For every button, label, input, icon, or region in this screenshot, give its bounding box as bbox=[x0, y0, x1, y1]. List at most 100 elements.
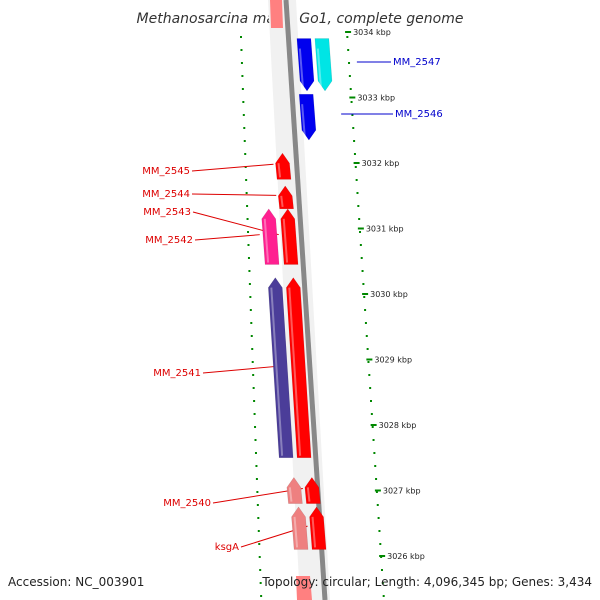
gene-label-MM_2540[interactable]: MM_2540 bbox=[163, 488, 303, 510]
gene-highlight bbox=[277, 163, 282, 178]
gene-highlight bbox=[280, 195, 284, 207]
left-rail-dot bbox=[259, 582, 262, 584]
scale-tick-3030: 3030 kbp bbox=[362, 290, 408, 299]
right-rail-dot bbox=[364, 309, 367, 311]
gene-MM_2541[interactable] bbox=[286, 277, 312, 458]
gene-MM_2547b[interactable] bbox=[296, 38, 315, 92]
left-rail-dot bbox=[248, 283, 251, 285]
gene-label-MM_2542[interactable]: MM_2542 bbox=[145, 234, 260, 246]
gene-arrow[interactable] bbox=[277, 185, 294, 210]
gene-label-text[interactable]: MM_2545 bbox=[142, 166, 190, 177]
top-gene-fragment bbox=[270, 0, 283, 28]
left-rail-dot bbox=[256, 491, 259, 493]
gene-arrow[interactable] bbox=[314, 38, 333, 92]
right-rail-dot bbox=[378, 530, 381, 532]
gene-arrow[interactable] bbox=[309, 506, 327, 550]
left-rail-dot bbox=[243, 127, 246, 129]
gene-MM_2540b[interactable] bbox=[286, 476, 303, 504]
right-rail-dot bbox=[372, 439, 375, 441]
gene-label-text[interactable]: MM_2542 bbox=[145, 235, 193, 246]
left-rail-dot bbox=[249, 296, 252, 298]
map-title: Methanosarcina mazei Go1, complete genom… bbox=[137, 11, 464, 27]
gene-MM_2544[interactable] bbox=[277, 185, 294, 210]
left-rail-dot bbox=[252, 387, 255, 389]
gene-arrow[interactable] bbox=[296, 38, 315, 92]
gene-MM_2543[interactable] bbox=[280, 208, 299, 265]
gene-MM_2542[interactable] bbox=[261, 208, 280, 265]
gene-ksgAb[interactable] bbox=[291, 506, 309, 550]
gene-arrow[interactable] bbox=[275, 152, 292, 180]
left-rail-dot bbox=[251, 348, 254, 350]
left-rail-dot bbox=[260, 595, 263, 597]
left-rail-dot bbox=[250, 335, 253, 337]
gene-label-text[interactable]: MM_2546 bbox=[395, 109, 443, 120]
gene-label-MM_2545[interactable]: MM_2545 bbox=[142, 163, 274, 177]
gene-label-text[interactable]: MM_2541 bbox=[153, 368, 201, 379]
right-rail-dot bbox=[368, 374, 371, 376]
gene-highlight bbox=[293, 516, 299, 548]
left-rail-dot bbox=[243, 140, 246, 142]
gene-arrow[interactable] bbox=[304, 476, 321, 504]
gene-MM_2541b[interactable] bbox=[268, 277, 294, 458]
gene-arrow[interactable] bbox=[280, 208, 299, 265]
gene-highlight bbox=[288, 487, 293, 502]
gene-label-MM_2544[interactable]: MM_2544 bbox=[142, 189, 277, 200]
tick-label: 3026 kbp bbox=[387, 552, 425, 561]
right-rail-dot bbox=[373, 452, 376, 454]
gene-label-MM_2546[interactable]: MM_2546 bbox=[341, 109, 443, 120]
left-rail-dot bbox=[245, 192, 248, 194]
tick-label: 3032 kbp bbox=[362, 159, 400, 168]
gene-MM_2545[interactable] bbox=[275, 152, 292, 180]
gene-MM_2546[interactable] bbox=[298, 93, 317, 141]
gene-highlight bbox=[306, 487, 311, 502]
scale-tick-3026: 3026 kbp bbox=[379, 552, 425, 561]
tick-label: 3034 kbp bbox=[353, 28, 391, 37]
gene-highlight bbox=[301, 104, 306, 139]
gene-label-MM_2543[interactable]: MM_2543 bbox=[143, 207, 279, 236]
left-rail-dot bbox=[249, 309, 252, 311]
right-rail-dot bbox=[375, 491, 378, 493]
gene-layer: MM_2547 MM_2546 MM_2545 MM_2544 MM_2543 MM_25… bbox=[142, 38, 443, 553]
right-rail-dot bbox=[348, 62, 351, 64]
gene-label-text[interactable]: ksgA bbox=[215, 542, 239, 553]
left-rail-dot bbox=[240, 62, 243, 64]
gene-arrow[interactable] bbox=[268, 277, 294, 458]
right-rail-dot bbox=[350, 101, 353, 103]
gene-label-MM_2541[interactable]: MM_2541 bbox=[153, 365, 285, 379]
left-rail-dot bbox=[241, 75, 244, 77]
label-leader-line bbox=[202, 365, 285, 374]
gene-highlight bbox=[316, 48, 323, 90]
right-rail-dot bbox=[381, 582, 384, 584]
gene-MM_2547[interactable] bbox=[314, 38, 333, 92]
gene-label-MM_2547[interactable]: MM_2547 bbox=[356, 57, 441, 68]
right-rail-dot bbox=[371, 426, 374, 428]
left-rail-dot bbox=[258, 556, 261, 558]
left-rail-dot bbox=[247, 231, 250, 233]
scale-tick-3034: 3034 kbp bbox=[345, 28, 391, 37]
tick-label: 3033 kbp bbox=[357, 94, 395, 103]
bottom-gene-fragment bbox=[296, 576, 312, 600]
right-rail-dot bbox=[358, 218, 361, 220]
gene-highlight bbox=[282, 218, 289, 263]
left-rail-dot bbox=[250, 322, 253, 324]
gene-arrow[interactable] bbox=[286, 277, 312, 458]
gene-arrow[interactable] bbox=[286, 476, 303, 504]
gene-arrow[interactable] bbox=[291, 506, 309, 550]
gene-ksgA[interactable] bbox=[309, 506, 327, 550]
label-leader-line bbox=[194, 234, 260, 241]
gene-label-text[interactable]: MM_2540 bbox=[163, 498, 211, 509]
gene-label-text[interactable]: MM_2544 bbox=[142, 189, 190, 200]
right-rail-dot bbox=[377, 517, 380, 519]
gene-arrow[interactable] bbox=[261, 208, 280, 265]
left-rail-dot bbox=[251, 361, 254, 363]
left-rail-dot bbox=[252, 374, 255, 376]
gene-label-text[interactable]: MM_2547 bbox=[393, 57, 441, 68]
right-rail-dot bbox=[357, 205, 360, 207]
right-rail-dot bbox=[352, 127, 355, 129]
gene-MM_2540[interactable] bbox=[304, 476, 321, 504]
right-rail-dot bbox=[356, 192, 359, 194]
gene-arrow[interactable] bbox=[298, 93, 317, 141]
left-rail-dot bbox=[240, 36, 242, 38]
gene-label-text[interactable]: MM_2543 bbox=[143, 207, 191, 218]
